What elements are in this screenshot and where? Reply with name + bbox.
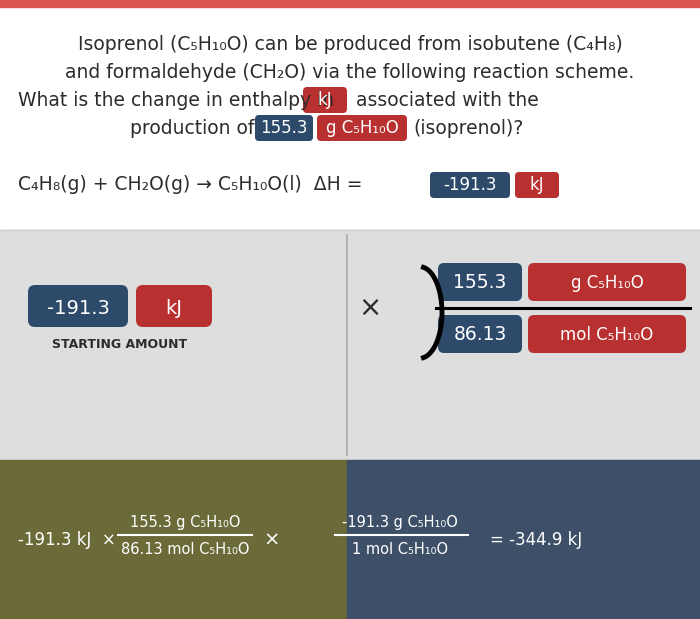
Text: g C₅H₁₀O: g C₅H₁₀O [570, 274, 643, 292]
Text: -191.3: -191.3 [443, 176, 497, 194]
Text: 86.13 mol C₅H₁₀O: 86.13 mol C₅H₁₀O [120, 542, 249, 556]
Text: 155.3: 155.3 [454, 274, 507, 293]
FancyBboxPatch shape [515, 172, 559, 198]
FancyBboxPatch shape [430, 172, 510, 198]
Text: associated with the: associated with the [356, 90, 539, 110]
Text: 155.3 g C₅H₁₀O: 155.3 g C₅H₁₀O [130, 516, 240, 530]
Text: -191.3 g C₅H₁₀O: -191.3 g C₅H₁₀O [342, 516, 458, 530]
Bar [0, 230, 700, 460]
Text: C₄H₈(g) + CH₂O(g) → C₅H₁₀O(l)  ΔH =: C₄H₈(g) + CH₂O(g) → C₅H₁₀O(l) ΔH = [18, 176, 363, 194]
Text: kJ: kJ [165, 298, 183, 318]
Bar [0, 0, 700, 7]
Text: and formaldehyde (CH₂O) via the following reaction scheme.: and formaldehyde (CH₂O) via the followin… [65, 63, 635, 82]
Text: mol C₅H₁₀O: mol C₅H₁₀O [561, 326, 654, 344]
Text: kJ: kJ [530, 176, 545, 194]
Bar [0, 7, 700, 390]
Text: kJ: kJ [318, 91, 332, 109]
Text: -191.3 kJ  ×: -191.3 kJ × [18, 531, 116, 549]
Text: STARTING AMOUNT: STARTING AMOUNT [52, 339, 188, 352]
Text: 86.13: 86.13 [454, 326, 507, 345]
FancyBboxPatch shape [438, 315, 522, 353]
Text: g C₅H₁₀O: g C₅H₁₀O [326, 119, 398, 137]
FancyBboxPatch shape [317, 115, 407, 141]
Text: Isoprenol (C₅H₁₀O) can be produced from isobutene (C₄H₈): Isoprenol (C₅H₁₀O) can be produced from … [78, 35, 622, 54]
Text: ×: × [358, 294, 382, 322]
Text: ×: × [264, 530, 280, 550]
Text: 1 mol C₅H₁₀O: 1 mol C₅H₁₀O [352, 542, 448, 556]
FancyBboxPatch shape [528, 263, 686, 301]
FancyBboxPatch shape [303, 87, 347, 113]
FancyBboxPatch shape [438, 263, 522, 301]
Bar [0, 460, 347, 619]
Text: 155.3: 155.3 [260, 119, 308, 137]
FancyBboxPatch shape [528, 315, 686, 353]
Text: (isoprenol)?: (isoprenol)? [413, 118, 524, 137]
Text: = -344.9 kJ: = -344.9 kJ [490, 531, 582, 549]
FancyBboxPatch shape [255, 115, 313, 141]
FancyBboxPatch shape [28, 285, 128, 327]
Text: production of: production of [130, 118, 254, 137]
Text: -191.3: -191.3 [47, 298, 109, 318]
Text: What is the change in enthalpy in: What is the change in enthalpy in [18, 90, 334, 110]
Bar [347, 460, 700, 619]
FancyBboxPatch shape [136, 285, 212, 327]
